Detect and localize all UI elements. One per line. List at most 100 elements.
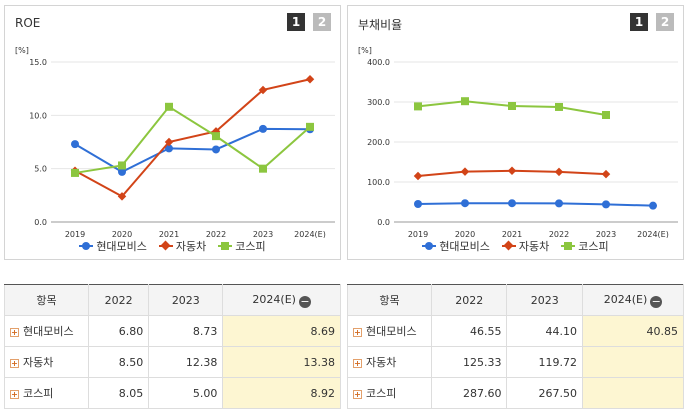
table-cell: 8.50 [87,346,150,378]
data-point [413,171,423,181]
roe-header-2024e: 2024(E) − [222,284,341,316]
legend-item: 현대모비스 [79,238,147,254]
table-cell: 267.50 [506,377,583,409]
x-tick-label: 2019 [65,230,85,238]
roe-chart-title: ROE [15,16,41,30]
table-cell: 44.10 [506,315,583,347]
x-tick-label: 2022 [549,230,569,238]
roe-legend: 현대모비스 자동차 코스피 [5,238,340,254]
legend-item: 코스피 [561,238,609,254]
row-name: 현대모비스 [23,325,74,338]
roe-header-item: 항목 [4,284,89,316]
table-row: + 현대모비스 46.55 44.10 40.85 [347,315,685,347]
y-tick-label: 400.0 [367,58,390,67]
roe-table: 항목 2022 2023 2024(E) − + 현대모비스 6.80 8.73 8.69… [4,284,341,409]
data-point [461,199,469,208]
y-tick-label: 200.0 [367,138,390,147]
plus-icon[interactable]: + [353,359,362,368]
data-point [306,122,314,131]
roe-chart-panel: ROE 1 2 [%] 0.0 5.0 10.0 15.0 2019 2020 2021 202… [4,5,341,260]
debt-legend: 현대모비스 자동차 코스피 [348,238,683,254]
data-point [555,102,563,111]
table-row: + 코스피 287.60 267.50 [347,377,685,409]
roe-table-header: 항목 2022 2023 2024(E) − [4,284,341,316]
minus-icon[interactable]: − [650,294,663,308]
legend-item: 자동차 [501,238,549,254]
y-tick-label: 100.0 [367,178,390,187]
x-tick-label: 2021 [159,230,179,238]
data-point [165,102,173,111]
table-row: + 자동차 8.50 12.38 13.38 [4,346,341,378]
plus-icon[interactable]: + [353,390,362,399]
data-point [508,199,516,208]
table-cell: 287.60 [430,377,508,409]
series-line [74,105,311,174]
debt-page-1-button[interactable]: 1 [630,13,648,31]
table-cell [581,346,685,378]
series-line [417,202,654,207]
legend-label: 현대모비스 [439,240,490,253]
table-cell: 8.92 [222,377,341,409]
roe-page-2-button[interactable]: 2 [313,13,331,31]
table-cell: 119.72 [506,346,583,378]
data-point [460,167,470,176]
plus-icon[interactable]: + [10,359,19,368]
table-cell: 13.38 [222,346,341,378]
legend-label: 현대모비스 [96,240,147,253]
x-tick-label: 2020 [455,230,475,238]
row-label: + 자동차 [4,346,89,378]
row-name: 현대모비스 [366,325,417,338]
row-label: + 자동차 [347,346,432,378]
legend-item: 현대모비스 [422,238,490,254]
data-point [118,167,126,176]
legend-marker-icon [501,240,516,251]
x-tick-label: 2024(E) [637,230,669,238]
data-point [259,164,267,173]
table-cell: 125.33 [430,346,508,378]
roe-header-2023: 2023 [148,284,224,316]
y-tick-label: 15.0 [29,58,47,67]
x-tick-label: 2024(E) [294,230,326,238]
plus-icon[interactable]: + [10,328,19,337]
data-point [212,145,220,154]
y-unit-label: [%] [15,46,29,55]
table-cell: 6.80 [87,315,150,347]
data-point [555,199,563,208]
debt-chart-panel: 부채비율 1 2 [%] 0.0 100.0 200.0 300.0 400.0 2019 2… [347,5,684,260]
row-name: 자동차 [23,356,54,369]
debt-table: 항목 2022 2023 2024(E) − + 현대모비스 46.55 44.10 40… [347,284,685,409]
debt-page-2-button[interactable]: 2 [656,13,674,31]
roe-page-1-button[interactable]: 1 [287,13,305,31]
legend-label: 코스피 [578,240,609,253]
data-point [118,161,126,170]
data-point [212,132,220,141]
legend-item: 코스피 [218,238,266,254]
table-cell: 8.73 [148,315,224,347]
row-name: 코스피 [366,387,397,400]
table-cell: 8.05 [87,377,150,409]
plus-icon[interactable]: + [10,390,19,399]
y-tick-label: 0.0 [34,218,47,227]
legend-marker-icon [561,242,576,250]
data-point [165,144,173,153]
data-point [117,192,127,201]
data-point [305,75,315,84]
series-line [74,78,311,198]
legend-item: 자동차 [158,238,206,254]
row-label: + 현대모비스 [347,315,432,347]
data-point [71,140,79,149]
data-point [414,102,422,111]
row-name: 코스피 [23,387,54,400]
data-point [71,168,79,177]
table-row: + 코스피 8.05 5.00 8.92 [4,377,341,409]
data-point [601,169,611,179]
y-tick-label: 300.0 [367,98,390,107]
row-name: 자동차 [366,356,397,369]
x-tick-label: 2022 [206,230,226,238]
minus-icon[interactable]: − [298,294,311,308]
legend-label: 코스피 [235,240,266,253]
data-point [602,200,610,209]
legend-marker-icon [218,242,233,250]
plus-icon[interactable]: + [353,328,362,337]
debt-header-item: 항목 [347,284,432,316]
